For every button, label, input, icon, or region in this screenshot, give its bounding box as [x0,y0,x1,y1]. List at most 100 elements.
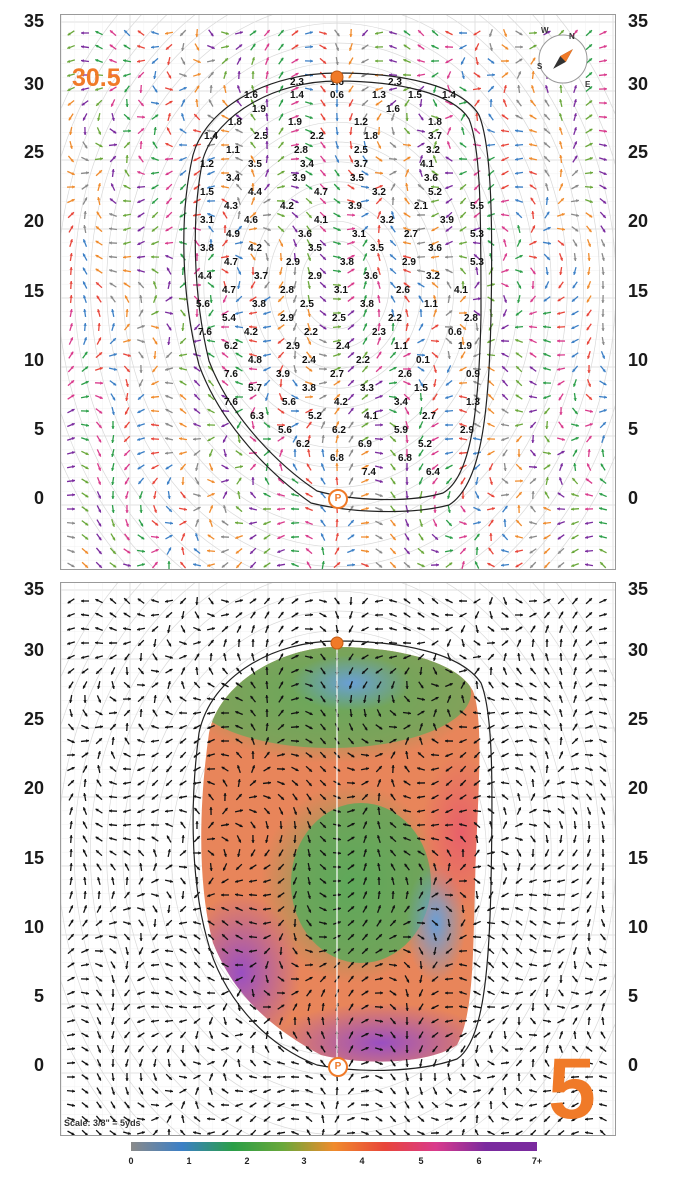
slope-arrow [346,227,356,231]
slope-value: 1.8 [228,117,242,128]
slope-arrow [263,534,271,540]
slope-arrow [459,521,467,525]
slope-arrow [165,505,173,513]
slope-arrow [433,946,437,956]
slope-arrow [557,1115,565,1123]
slope-arrow [573,1030,577,1040]
slope-arrow [138,351,144,359]
slope-arrow [599,561,607,569]
slope-arrow [152,863,158,871]
slope-arrow [544,99,550,107]
slope-arrow [279,378,283,388]
slope-value: 3.2 [380,215,394,226]
slope-arrow [122,269,132,273]
slope-arrow [307,448,311,458]
slope-arrow [585,212,593,218]
slope-arrow [263,597,271,605]
slope-arrow [472,87,482,91]
contour-line [300,240,374,330]
slope-value: 7.4 [362,467,376,478]
slope-arrow [460,351,466,359]
slope-arrow [418,1017,424,1025]
slope-arrow [81,1005,89,1009]
slope-arrow [124,737,130,745]
slope-arrow [585,625,593,633]
slope-arrow [83,126,87,136]
slope-arrow [179,961,187,969]
slope-arrow [431,808,439,814]
slope-arrow [431,351,439,359]
slope-arrow [221,114,229,120]
slope-arrow [361,408,369,414]
slope-arrow [123,435,131,443]
slope-arrow [150,991,160,995]
slope-arrow [123,1017,131,1025]
slope-arrow [164,935,174,939]
slope-arrow [250,43,256,51]
slope-arrow [584,1075,594,1079]
slope-arrow [431,44,439,50]
slope-arrow [347,1087,355,1095]
slope-arrow [81,547,89,555]
slope-arrow [585,639,593,647]
slope-arrow [109,197,117,205]
slope-arrow [235,99,243,107]
slope-arrow [459,1032,467,1038]
slope-arrow [419,406,423,416]
slope-arrow [220,325,230,329]
slope-arrow [278,849,284,857]
slope-arrow [500,781,510,785]
slope-value: 4.7 [224,257,238,268]
slope-arrow [111,168,115,178]
slope-arrow [95,836,103,842]
slope-arrow [570,781,580,785]
y-tick: 25 [23,142,44,162]
slope-arrow [488,519,494,527]
slope-arrow [474,43,480,51]
slope-arrow [68,337,74,345]
slope-arrow [262,1075,272,1079]
slope-arrow [599,779,607,787]
slope-arrow [362,905,368,913]
slope-arrow [516,807,522,815]
slope-arrow [265,98,269,108]
slope-arrow [263,379,271,387]
slope-arrow [94,725,104,729]
slope-arrow [528,465,538,469]
slope-arrow [502,821,508,829]
slope-arrow [123,850,131,856]
legend-swatch [131,1142,182,1151]
slope-arrow [585,478,593,484]
slope-arrow [598,129,608,133]
slope-arrow [278,393,284,401]
slope-arrow [529,682,537,688]
slope-arrow [305,211,313,219]
slope-arrow [417,751,425,759]
slope-arrow [360,1075,370,1079]
slope-arrow [459,142,467,148]
slope-arrow [388,599,398,603]
slope-arrow [430,185,440,189]
slope-value: 5.2 [308,411,322,422]
slope-arrow [81,380,89,386]
slope-arrow [263,1130,271,1135]
slope-arrow [306,1129,311,1135]
slope-arrow [375,948,383,954]
slope-arrow [234,963,244,967]
slope-value: 4.7 [314,187,328,198]
slope-arrow [556,311,566,315]
slope-arrow [164,451,174,455]
slope-map-canvas: 2.31.62.31.61.40.61.31.51.41.91.61.81.91… [61,15,615,569]
slope-arrow [361,976,369,982]
slope-arrow [430,753,440,757]
slope-value: 1.9 [288,117,302,128]
slope-arrow [585,961,593,969]
slope-arrow [559,406,563,416]
slope-arrow [444,437,454,441]
slope-arrow [361,29,369,37]
slope-arrow [486,353,496,357]
slope-arrow [459,547,467,555]
slope-arrow [390,519,396,527]
slope-arrow [405,448,409,458]
slope-arrow [138,155,144,163]
